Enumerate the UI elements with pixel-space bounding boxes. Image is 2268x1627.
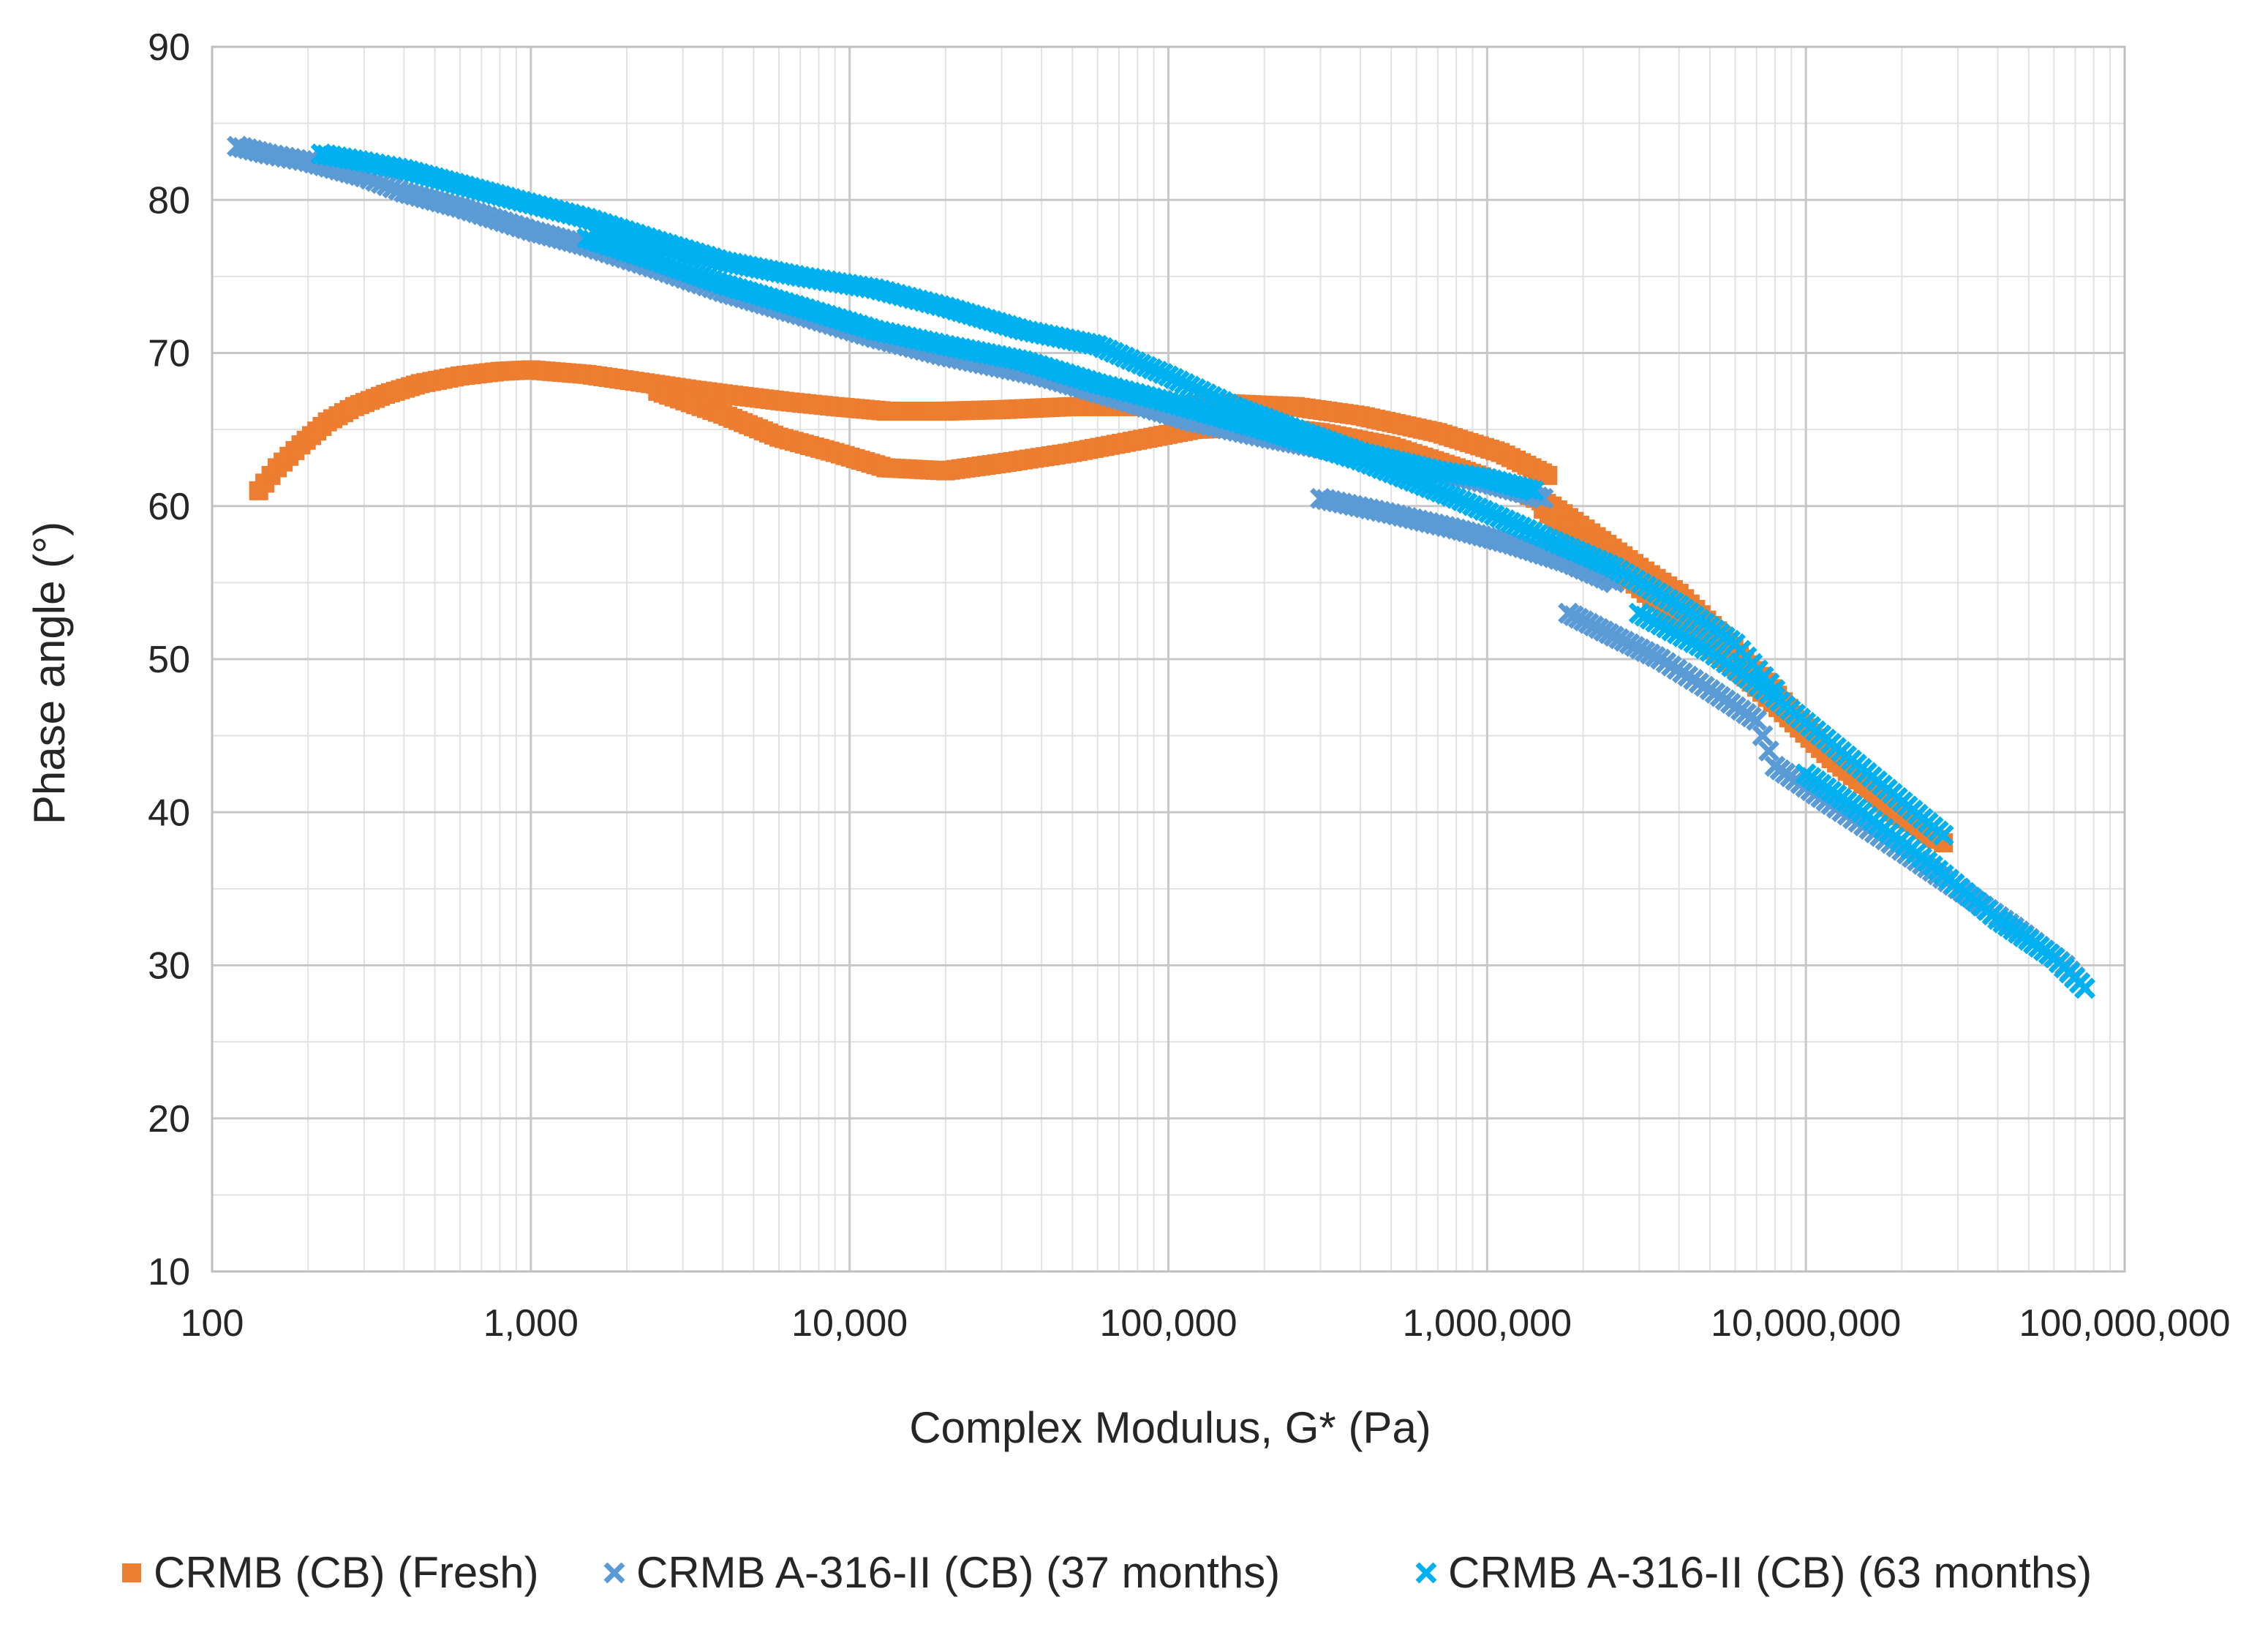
y-tick-label: 30 [148,945,190,988]
x-axis-tick-labels: 100 1,000 10,000 100,000 1,000,000 10,000,000… [181,1302,2231,1345]
y-tick-label: 90 [148,26,190,69]
legend-marker [603,1562,625,1584]
x-tick-label: 100,000,000 [2019,1302,2230,1345]
y-tick-label: 10 [148,1251,190,1293]
y-axis-tick-labels: 10 20 30 40 50 60 70 80 90 [148,26,190,1293]
legend-marker [1415,1562,1437,1584]
data-point [1932,824,1954,846]
y-tick-label: 70 [148,333,190,375]
data-point [2074,977,2096,999]
series-layer [227,135,2096,999]
y-tick-label: 80 [148,179,190,222]
data-point [1518,478,1540,500]
legend-label: CRMB A-316-II (CB) (37 months) [636,1548,1280,1597]
x-axis-title: Complex Modulus, G* (Pa) [909,1403,1431,1452]
data-point [1746,710,1768,732]
legend-item-3: CRMB A-316-II (CB) (63 months) [1415,1548,2092,1597]
legend-label: CRMB A-316-II (CB) (63 months) [1448,1548,2092,1597]
legend-item-2: CRMB A-316-II (CB) (37 months) [603,1548,1280,1597]
data-point [1758,740,1779,762]
y-axis-title: Phase angle (°) [25,522,74,824]
x-tick-label: 10,000 [791,1302,908,1345]
x-tick-label: 1,000,000 [1403,1302,1572,1345]
plot-area-border [211,45,2126,1273]
legend-item-1: CRMB (CB) (Fresh) [122,1548,539,1597]
legend-marker [122,1563,141,1582]
x-tick-label: 100,000 [1100,1302,1237,1345]
y-tick-label: 60 [148,486,190,528]
y-tick-label: 40 [148,792,190,834]
data-point [1752,725,1774,747]
legend-label: CRMB (CB) (Fresh) [154,1548,539,1597]
y-tick-label: 20 [148,1098,190,1141]
x-tick-label: 1,000 [483,1302,579,1345]
legend: CRMB (CB) (Fresh) CRMB A-316-II (CB) (37 … [122,1548,2092,1597]
x-tick-label: 10,000,000 [1711,1302,1901,1345]
data-point [1523,480,1545,502]
series-3 [310,143,2096,999]
y-tick-label: 50 [148,639,190,681]
x-tick-label: 100 [181,1302,244,1345]
series-2 [227,135,2096,999]
